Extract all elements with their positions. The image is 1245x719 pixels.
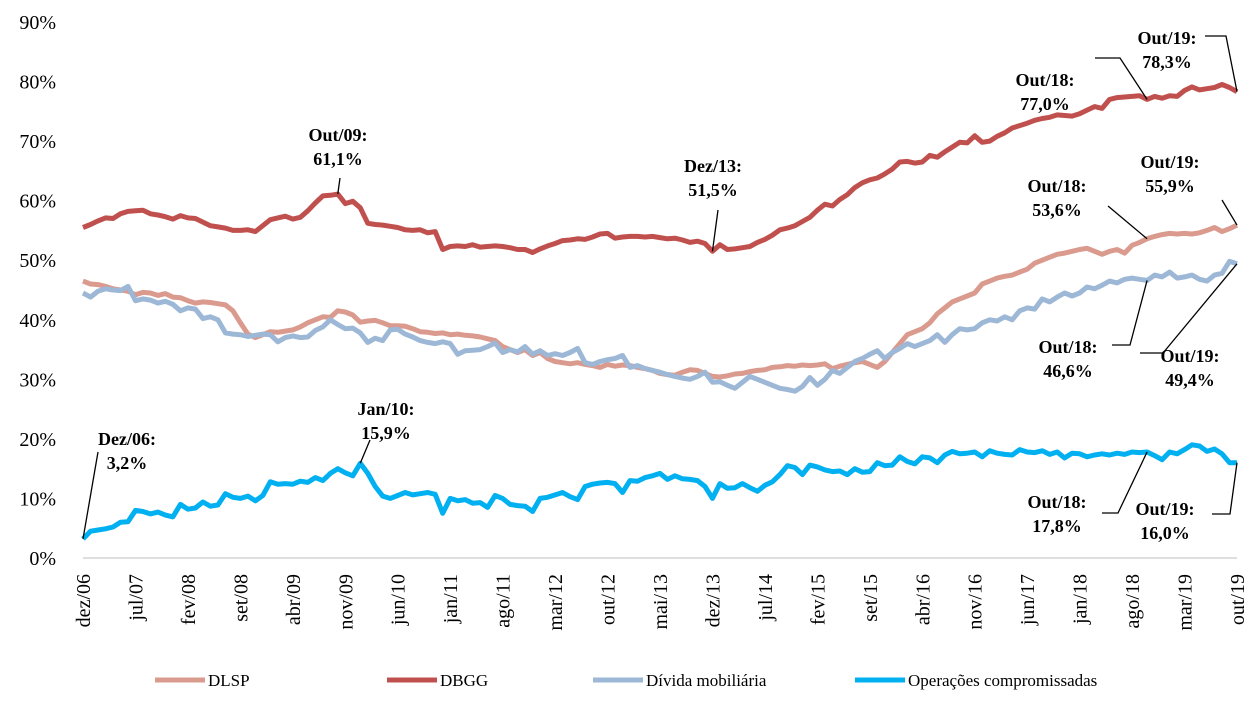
annotation-leader xyxy=(82,451,99,540)
x-tick-label: dez/13 xyxy=(702,574,724,627)
annotation-text: Out/19: xyxy=(1135,499,1194,519)
annotation-leader xyxy=(359,439,371,464)
annotation-text: 77,0% xyxy=(1020,94,1070,114)
x-tick-label: ago/18 xyxy=(1122,574,1144,628)
y-tick-label: 20% xyxy=(19,429,56,451)
y-tick-label: 70% xyxy=(19,131,56,153)
x-tick-label: mar/12 xyxy=(545,574,567,631)
x-tick-label: fev/15 xyxy=(807,574,829,625)
annotation-text: 17,8% xyxy=(1032,516,1082,536)
annotation-leader xyxy=(1212,462,1238,515)
annotation-text: 51,5% xyxy=(688,180,738,200)
annotation-text: 16,0% xyxy=(1140,523,1190,543)
x-tick-label: set/15 xyxy=(860,574,882,622)
annotation-text: Out/19: xyxy=(1140,152,1199,172)
annotation-text: Out/18: xyxy=(1015,70,1074,90)
series-line xyxy=(81,442,1237,541)
annotation-text: Out/18: xyxy=(1027,176,1086,196)
x-tick-label: jun/17 xyxy=(1017,574,1039,626)
y-tick-label: 90% xyxy=(19,12,56,34)
y-tick-label: 40% xyxy=(19,310,56,332)
series-line xyxy=(81,258,1238,394)
y-tick-label: 60% xyxy=(19,191,56,213)
annotation-text: Out/09: xyxy=(308,125,367,145)
annotation-leader xyxy=(1107,205,1148,240)
annotation-text: Jan/10: xyxy=(357,399,414,419)
y-tick-label: 10% xyxy=(19,488,56,510)
legend-label: DBGG xyxy=(440,671,488,690)
x-tick-label: nov/09 xyxy=(335,574,357,630)
x-tick-label: ago/11 xyxy=(493,574,515,628)
annotation-leader xyxy=(1221,199,1238,226)
annotation-leader xyxy=(1112,280,1148,346)
annotation-text: Out/18: xyxy=(1027,492,1086,512)
annotation-leader xyxy=(711,209,719,252)
annotation-leader xyxy=(337,177,341,195)
annotation-text: 46,6% xyxy=(1043,361,1093,381)
x-tick-label: fev/08 xyxy=(178,574,200,625)
x-tick-label: out/12 xyxy=(598,574,620,625)
annotation-leader xyxy=(1205,35,1238,92)
annotation-text: 3,2% xyxy=(107,453,148,473)
annotation-leader xyxy=(1102,451,1148,514)
series-line xyxy=(82,82,1239,255)
annotation-text: 78,3% xyxy=(1142,52,1192,72)
x-tick-label: jul/14 xyxy=(755,574,777,622)
legend-label: Operações compromissadas xyxy=(908,671,1097,690)
annotation-text: Out/19: xyxy=(1160,346,1219,366)
annotation-text: 15,9% xyxy=(361,423,411,443)
annotation-text: 49,4% xyxy=(1165,370,1215,390)
annotation-text: 61,1% xyxy=(313,149,363,169)
legend-label: DLSP xyxy=(208,671,250,690)
legend-label: Dívida mobiliária xyxy=(646,671,767,690)
x-tick-label: jul/07 xyxy=(125,574,147,622)
x-tick-label: mai/13 xyxy=(650,574,672,630)
annotation-text: Out/19: xyxy=(1137,28,1196,48)
annotation-text: 55,9% xyxy=(1145,176,1195,196)
annotation-text: Dez/13: xyxy=(684,156,742,176)
y-tick-label: 50% xyxy=(19,250,56,272)
x-tick-label: abr/16 xyxy=(912,574,934,625)
x-tick-label: jan/11 xyxy=(440,574,462,624)
y-tick-label: 0% xyxy=(29,548,56,570)
y-tick-label: 80% xyxy=(19,72,56,94)
x-tick-label: nov/16 xyxy=(965,574,987,630)
x-tick-label: set/08 xyxy=(230,574,252,622)
annotation-text: 53,6% xyxy=(1032,200,1082,220)
y-tick-label: 30% xyxy=(19,369,56,391)
x-tick-label: jan/18 xyxy=(1070,574,1092,625)
x-tick-label: jun/10 xyxy=(388,574,410,626)
annotation-leader xyxy=(1095,57,1148,100)
x-tick-label: dez/06 xyxy=(73,574,95,627)
x-tick-label: out/19 xyxy=(1227,574,1245,625)
x-tick-label: abr/09 xyxy=(283,574,305,625)
annotation-text: Dez/06: xyxy=(98,429,156,449)
annotation-leader xyxy=(1140,263,1238,354)
annotation-text: Out/18: xyxy=(1038,337,1097,357)
x-tick-label: mar/19 xyxy=(1175,574,1197,631)
